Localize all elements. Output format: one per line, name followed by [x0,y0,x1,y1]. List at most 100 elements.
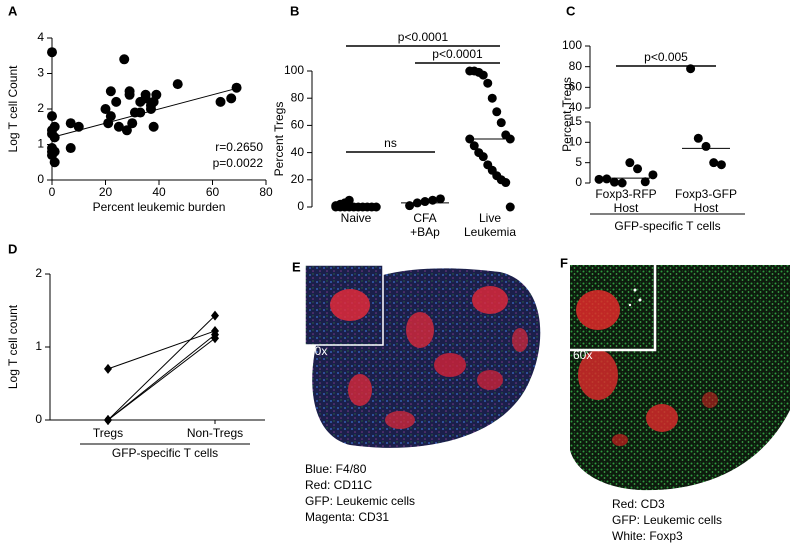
y-tick-label: 20 [291,172,305,186]
data-point [469,141,479,151]
caption-line: White: Foxp3 [612,529,683,543]
data-point [483,78,493,88]
data-point [49,146,60,157]
x-tick-label: CFA +BAp [410,211,440,239]
data-point [640,177,650,187]
data-point [124,86,135,97]
data-point [625,158,635,168]
y-axis-label: Percent Tregs [560,77,574,152]
magnification-label: 60x [573,348,592,362]
y-tick-label: 0 [575,175,582,189]
caption-line: GFP: Leukemic cells [612,513,722,527]
y-tick-label: 1 [35,339,42,353]
y-tick-label: 60 [291,118,305,132]
caption-line: Blue: F4/80 [305,462,367,476]
bracket-label: p<0.0001 [398,30,449,44]
panel-letter: B [290,3,299,18]
data-point [105,86,116,97]
data-point [609,177,619,187]
bracket-label: p<0.005 [644,50,688,64]
data-point [65,118,76,129]
image-f [570,265,790,491]
bracket-label: ns [384,136,397,150]
data-point [172,79,183,90]
panel-letter: E [292,259,301,274]
data-point [104,415,112,425]
x-tick-label: Foxp3-RFP Host [595,187,656,215]
data-point [119,54,130,65]
data-point [215,96,226,107]
data-point [47,111,57,122]
data-point [648,170,658,180]
data-point [100,104,111,114]
y-tick-label: 5 [575,155,582,169]
data-point [501,178,511,188]
y-tick-label: 80 [569,59,583,73]
data-point [104,363,112,374]
x-tick-label: Non-Tregs [187,426,243,440]
data-point [105,111,116,122]
y-tick-label: 80 [291,90,305,104]
annotation: p=0.0022 [213,156,264,170]
data-point [492,107,502,117]
data-point [211,310,219,321]
data-point [140,93,151,104]
data-point [478,70,488,80]
data-point [709,158,719,168]
data-point [65,143,76,154]
data-point [226,93,237,104]
caption-line: Magenta: CD31 [305,510,389,524]
y-tick-label: 10 [569,135,583,149]
y-tick-label: 2 [37,101,44,115]
pair-line [107,315,216,421]
x-tick-label: Naive [341,211,372,225]
panel-letter: F [560,255,568,270]
data-point [594,174,604,184]
data-point [487,93,497,103]
data-point [148,121,159,132]
data-point [111,96,122,107]
y-tick-label: 40 [569,100,583,114]
x-axis-label: Percent leukemic burden [93,200,226,214]
x-tick-label: 60 [206,185,220,199]
caption-line: GFP: Leukemic cells [305,494,415,508]
group-label: GFP-specific T cells [614,219,720,233]
y-tick-label: 40 [291,145,305,159]
data-point [633,164,643,174]
y-tick-label: 15 [569,114,583,128]
x-tick-label: 40 [152,185,166,199]
bracket-label: p<0.0001 [432,47,483,61]
data-point [716,160,726,170]
image-e [304,264,545,455]
data-point [49,157,60,168]
x-tick-label: Live Leukemia [464,211,516,239]
fit-line [51,87,240,138]
y-axis-label: Log T cell count [6,304,20,389]
panel-letter: D [8,241,17,256]
data-point [505,202,515,212]
data-point [344,195,354,205]
magnification-label: 60x [308,344,327,358]
data-point [420,197,430,207]
data-point [49,121,60,132]
x-tick-label: 0 [49,185,56,199]
annotation: r=0.2650 [215,140,263,154]
data-point [701,141,711,151]
data-point [617,178,627,188]
data-point [602,174,612,184]
y-tick-label: 60 [569,80,583,94]
panel-letter: C [566,3,576,18]
data-point [211,333,219,344]
pair-line [107,337,216,421]
y-axis-label: Percent Tregs [272,102,286,177]
caption-line: Red: CD11C [305,478,372,492]
caption-line: Red: CD3 [612,497,665,511]
x-tick-label: 80 [259,185,273,199]
data-point [47,47,57,58]
data-point [435,194,445,204]
y-tick-label: 0 [297,199,304,213]
data-point [121,125,132,136]
y-tick-label: 3 [37,66,44,80]
y-tick-label: 100 [284,63,304,77]
